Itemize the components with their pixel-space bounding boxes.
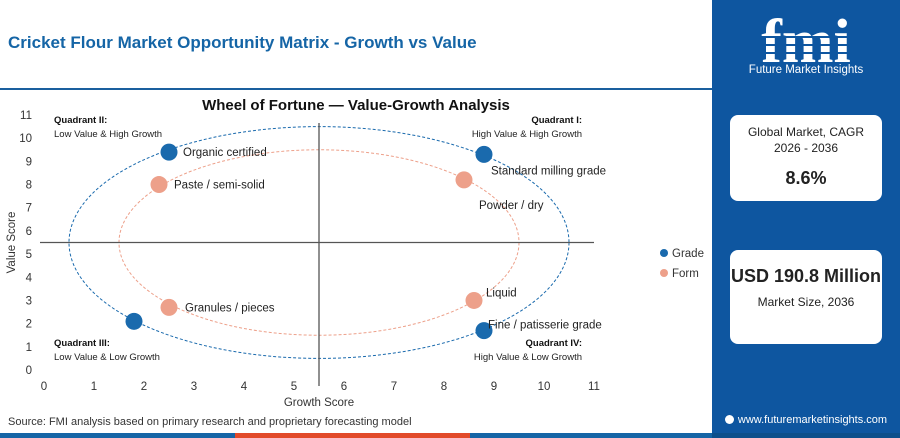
- fmi-logo: fmi: [732, 8, 880, 76]
- quadrant-title: Quadrant I:: [531, 115, 582, 126]
- cagr-label: Global Market, CAGR 2026 - 2036: [747, 125, 865, 155]
- y-tick-label: 9: [26, 156, 32, 168]
- source-note: Source: FMI analysis based on primary re…: [8, 416, 412, 428]
- point-label: Standard milling grade: [491, 165, 606, 177]
- chart-title: Wheel of Fortune — Value-Growth Analysis: [202, 97, 510, 114]
- grade-point: [475, 322, 493, 340]
- y-tick-label: 6: [26, 226, 32, 238]
- y-axis-label: Value Score: [6, 212, 18, 274]
- quadrant-subtitle: High Value & Low Growth: [474, 352, 582, 363]
- x-tick-label: 6: [341, 381, 347, 393]
- point-label: Liquid: [486, 287, 517, 299]
- y-tick-label: 11: [20, 110, 32, 122]
- bottom-color-bar: [0, 433, 900, 438]
- x-tick-label: 8: [441, 381, 447, 393]
- y-tick-label: 3: [26, 295, 32, 307]
- market-size-value: USD 190.8 Million: [730, 266, 882, 286]
- globe-icon: [724, 415, 734, 424]
- website-text: www.futuremarketinsights.com: [737, 414, 888, 426]
- grade-point: [125, 312, 143, 330]
- x-tick-label: 1: [91, 381, 97, 393]
- point-label: Organic certified: [183, 147, 267, 159]
- form-point: [160, 298, 178, 316]
- grade-point: [160, 143, 178, 161]
- x-tick-label: 5: [291, 381, 297, 393]
- quadrant-subtitle: High Value & High Growth: [472, 129, 582, 140]
- legend-marker-grade: [660, 249, 668, 257]
- quadrant-title: Quadrant III:: [54, 338, 110, 349]
- legend-label-grade: Grade: [672, 248, 704, 260]
- point-label: Powder / dry: [479, 200, 544, 212]
- website-link[interactable]: www.futuremarketinsights.com: [712, 414, 900, 426]
- y-tick-label: 5: [26, 249, 32, 261]
- point-label: Granules / pieces: [185, 302, 275, 314]
- cagr-value: 8.6%: [785, 168, 827, 188]
- logo-wordmark: fmi: [761, 8, 851, 76]
- x-tick-label: 3: [191, 381, 197, 393]
- y-tick-label: 2: [26, 319, 32, 331]
- quadrant-subtitle: Low Value & High Growth: [54, 129, 162, 140]
- quadrant-subtitle: Low Value & Low Growth: [54, 352, 160, 363]
- form-point: [455, 171, 473, 189]
- point-label: Fine / patisserie grade: [488, 320, 602, 332]
- cagr-card: Global Market, CAGR 2026 - 2036 8.6%: [730, 115, 882, 201]
- page-title: Cricket Flour Market Opportunity Matrix …: [8, 33, 477, 52]
- x-tick-label: 0: [41, 381, 47, 393]
- market-size-label: Market Size, 2036: [757, 295, 855, 309]
- x-tick-label: 4: [241, 381, 248, 393]
- x-axis-label: Growth Score: [284, 397, 354, 409]
- y-tick-label: 7: [26, 203, 32, 215]
- opportunity-matrix-chart: Wheel of Fortune — Value-Growth Analysis…: [6, 97, 704, 409]
- y-tick-label: 4: [26, 272, 33, 284]
- y-tick-label: 8: [26, 180, 32, 192]
- x-tick-label: 7: [391, 381, 397, 393]
- grade-point: [475, 145, 493, 163]
- y-tick-label: 0: [26, 365, 32, 377]
- x-tick-label: 2: [141, 381, 147, 393]
- legend-label-form: Form: [672, 268, 699, 280]
- quadrant-title: Quadrant II:: [54, 115, 107, 126]
- point-label: Paste / semi-solid: [174, 180, 265, 192]
- header-divider: [0, 88, 712, 90]
- logo-subtitle: Future Market Insights: [748, 64, 864, 76]
- form-point: [465, 291, 483, 309]
- y-tick-label: 1: [26, 342, 32, 354]
- chart-area: Wheel of Fortune — Value-Growth Analysis…: [0, 90, 712, 410]
- market-size-card: USD 190.8 Million Market Size, 2036: [730, 250, 882, 344]
- form-point: [150, 176, 168, 194]
- x-tick-label: 10: [538, 381, 551, 393]
- legend-marker-form: [660, 269, 668, 277]
- x-tick-label: 9: [491, 381, 497, 393]
- x-tick-label: 11: [588, 381, 600, 393]
- sidebar: fmi Future Market Insights Global Market…: [712, 0, 900, 433]
- quadrant-title: Quadrant IV:: [526, 338, 582, 349]
- y-tick-label: 10: [19, 133, 32, 145]
